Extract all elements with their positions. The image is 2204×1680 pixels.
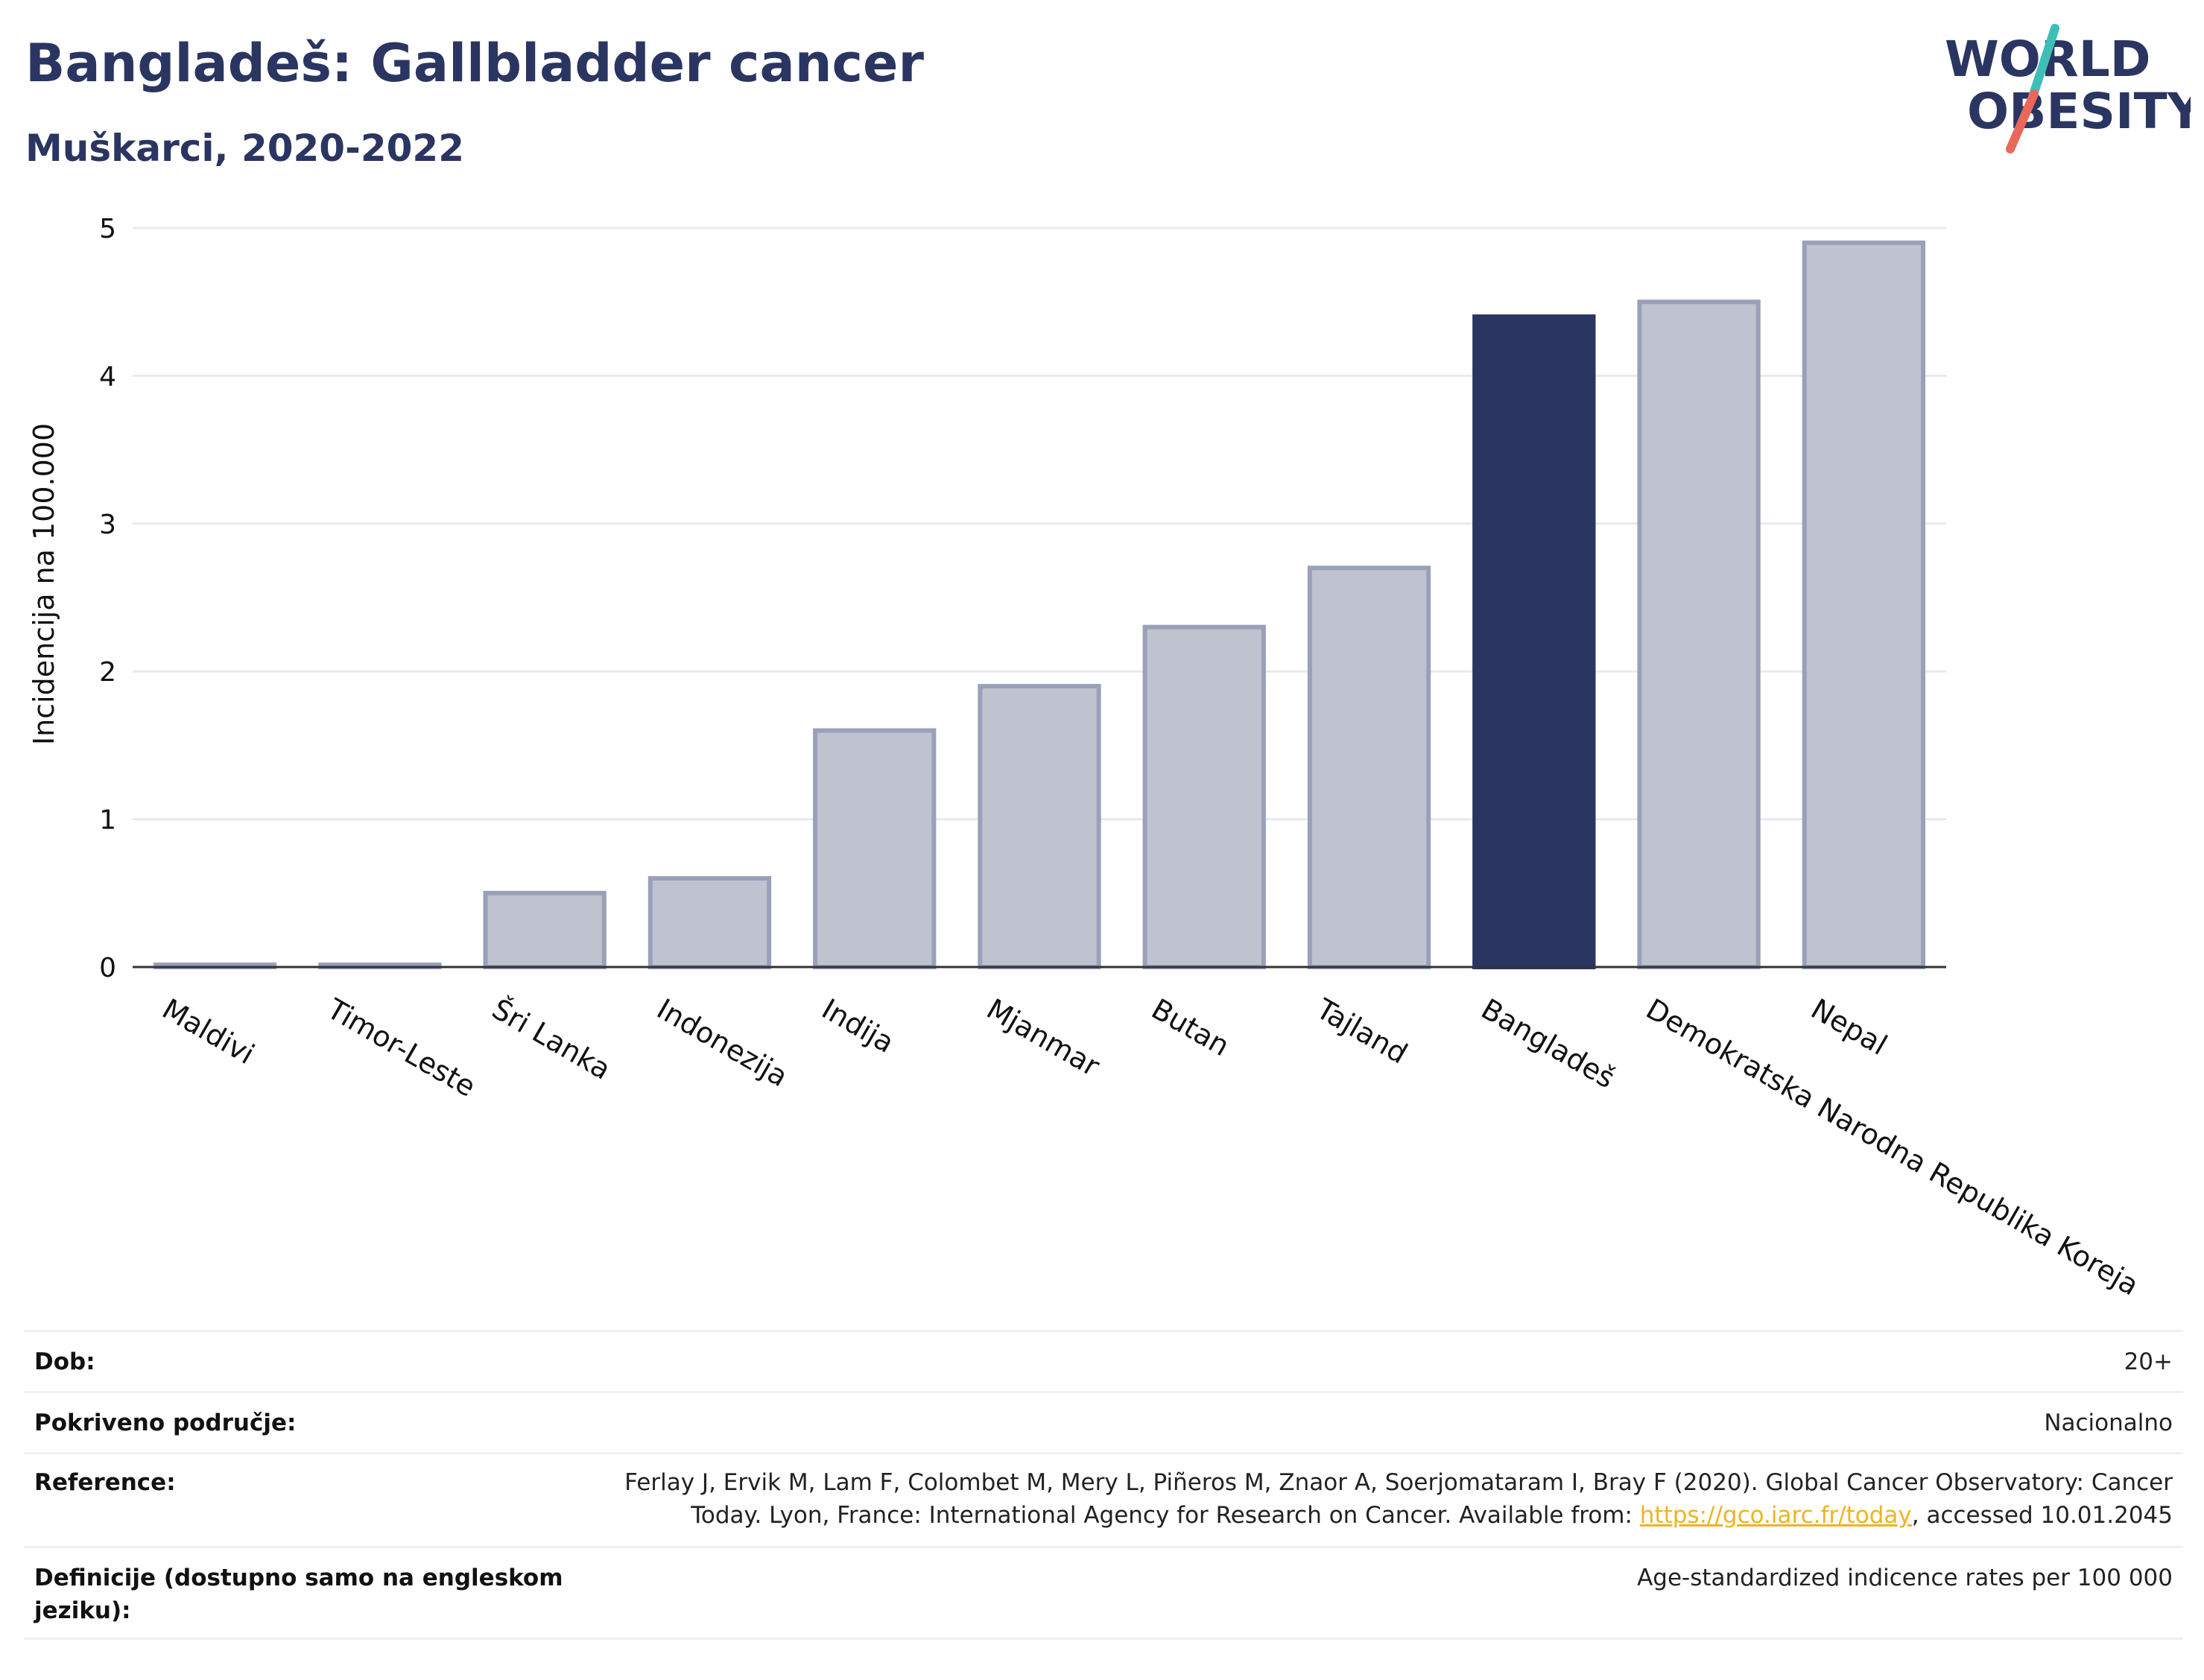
reference-link[interactable]: https://gco.iarc.fr/today	[1639, 1502, 1912, 1529]
bar-bangladeš	[1472, 314, 1596, 970]
meta-row-coverage: Pokriveno područje: Nacionalno	[24, 1391, 2183, 1452]
reference-line-1: Ferlay J, Ervik M, Lam F, Colombet M, Me…	[624, 1469, 2173, 1496]
x-tick-label: Maldivi	[156, 992, 259, 1071]
meta-row-definitions: Definicije (dostupno samo na engleskom j…	[24, 1546, 2183, 1640]
x-tick-label: Nepal	[1805, 992, 1893, 1062]
reference-line-2-pre: Today. Lyon, France: International Agenc…	[691, 1502, 1640, 1529]
x-axis-ticks: Maldivi Timor-Leste Šri Lanka Indonezija Ind…	[156, 992, 2144, 1302]
definitions-label-line-1: Definicije (dostupno samo na engleskom	[34, 1565, 563, 1591]
chart-title: Bangladeš: Gallbladder cancer	[25, 33, 925, 94]
y-tick-label: 3	[99, 510, 116, 540]
meta-label-coverage: Pokriveno područje:	[34, 1410, 297, 1436]
definitions-label-line-2: jeziku):	[34, 1597, 131, 1624]
bar-mjanmar	[978, 684, 1101, 969]
y-tick-label: 2	[99, 657, 116, 688]
x-tick-label: Mjanmar	[981, 992, 1106, 1083]
x-tick-label: Bangladeš	[1476, 992, 1621, 1094]
y-tick-label: 0	[99, 953, 116, 983]
x-tick-label: Timor-Leste	[321, 992, 481, 1103]
chart-subtitle: Muškarci, 2020-2022	[25, 127, 465, 170]
y-tick-label: 4	[99, 361, 116, 392]
y-axis-ticks: 0 1 2 3 4 5	[99, 214, 116, 983]
logo-slash-bottom	[2006, 89, 2039, 153]
meta-row-age: Dob: 20+	[24, 1330, 2183, 1391]
x-tick-label: Demokratska Narodna Republika Koreja	[1641, 992, 2144, 1302]
y-axis-label: Incidencija na 100.000	[28, 423, 60, 745]
bar-butan	[1142, 624, 1266, 969]
y-tick-label: 1	[99, 805, 116, 836]
meta-value-definitions: Age-standardized indicence rates per 100…	[1637, 1565, 2173, 1591]
bar-nepal	[1802, 240, 1926, 969]
meta-label-age: Dob:	[34, 1348, 95, 1375]
bar-indija	[813, 728, 937, 969]
world-obesity-logo: WORLD OBESITY	[1945, 24, 2191, 153]
meta-row-reference: Reference: Ferlay J, Ervik M, Lam F, Col…	[24, 1452, 2183, 1546]
bars	[153, 240, 1926, 970]
y-tick-label: 5	[99, 214, 116, 244]
x-tick-label: Indija	[817, 992, 900, 1059]
x-tick-label: Tajland	[1311, 992, 1413, 1070]
meta-value-coverage: Nacionalno	[2044, 1410, 2173, 1436]
reference-line-2-post: , accessed 10.01.2045	[1911, 1502, 2173, 1529]
bar-indonezija	[647, 875, 772, 969]
meta-value-reference: Ferlay J, Ervik M, Lam F, Colombet M, Me…	[624, 1466, 2173, 1532]
x-tick-label: Indonezija	[651, 992, 793, 1093]
meta-value-age: 20+	[2124, 1348, 2173, 1375]
metadata-table: Dob: 20+ Pokriveno područje: Nacionalno …	[24, 1330, 2183, 1640]
x-tick-label: Butan	[1146, 992, 1235, 1062]
meta-label-reference: Reference:	[34, 1469, 176, 1496]
bar-tajland	[1307, 565, 1431, 969]
logo-slash-top	[2028, 24, 2059, 101]
logo-text-obesity: OBESITY	[1967, 83, 2191, 140]
x-tick-label: Šri Lanka	[487, 992, 616, 1086]
bar-chart: 0 1 2 3 4 5 Maldivi Timor-Leste Šri Lanka Indone…	[28, 214, 2144, 1302]
bar-demokratska-narodna-republika-koreja	[1637, 299, 1761, 969]
bar-šri-lanka	[483, 890, 607, 970]
meta-label-definitions: Definicije (dostupno samo na engleskom j…	[34, 1562, 563, 1627]
